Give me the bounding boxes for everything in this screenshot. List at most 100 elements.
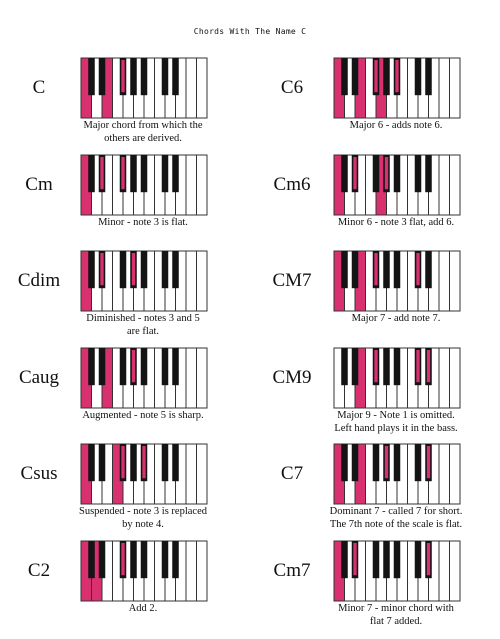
black-key <box>383 58 390 96</box>
white-key <box>196 540 208 602</box>
black-key <box>140 348 148 386</box>
piano-keyboard <box>80 540 208 602</box>
white-key <box>185 154 197 216</box>
black-key <box>351 444 359 482</box>
black-key <box>172 348 179 386</box>
black-key <box>393 251 401 289</box>
white-key <box>196 250 208 312</box>
black-key <box>341 541 348 579</box>
piano-keyboard <box>333 347 461 409</box>
black-key <box>98 541 106 579</box>
black-key <box>98 444 106 482</box>
black-key <box>393 348 401 386</box>
chord-name: CM9 <box>272 367 312 388</box>
white-key <box>438 540 450 602</box>
black-key <box>393 155 401 193</box>
black-key <box>414 58 422 96</box>
black-key <box>140 155 148 193</box>
black-key <box>98 155 106 193</box>
black-key <box>172 251 179 289</box>
black-key <box>414 348 422 386</box>
white-key <box>449 57 461 119</box>
chord-description: Minor 7 - minor chord with flat 7 added. <box>338 603 454 627</box>
white-key <box>196 443 208 505</box>
chord-name: CM7 <box>272 270 312 291</box>
black-key <box>425 58 432 96</box>
black-key <box>414 155 422 193</box>
piano-keyboard <box>80 57 208 119</box>
black-key <box>393 58 401 96</box>
black-key <box>372 155 380 193</box>
chord-name: C2 <box>27 560 51 581</box>
black-key <box>88 251 95 289</box>
black-key <box>119 444 127 482</box>
black-key <box>372 251 380 289</box>
black-key <box>341 348 348 386</box>
black-key <box>130 541 137 579</box>
black-key <box>383 444 390 482</box>
black-key <box>130 444 137 482</box>
black-key <box>341 444 348 482</box>
black-key <box>161 251 169 289</box>
black-key <box>161 58 169 96</box>
black-key <box>98 348 106 386</box>
black-key <box>88 541 95 579</box>
black-key <box>383 348 390 386</box>
black-key <box>119 58 127 96</box>
black-key <box>383 541 390 579</box>
black-key <box>341 251 348 289</box>
black-key <box>383 155 390 193</box>
black-key <box>140 58 148 96</box>
black-key <box>351 58 359 96</box>
white-key <box>449 250 461 312</box>
chord-name: Caug <box>18 367 60 388</box>
white-key <box>449 540 461 602</box>
black-key <box>393 444 401 482</box>
chord-name: Cdim <box>17 270 61 291</box>
black-key <box>372 348 380 386</box>
chord-name: Cm <box>25 174 53 195</box>
black-key <box>414 444 422 482</box>
black-key <box>161 155 169 193</box>
white-key <box>185 540 197 602</box>
black-key <box>98 251 106 289</box>
black-key <box>172 444 179 482</box>
chord-description: Diminished - notes 3 and 5 are flat. <box>86 313 200 337</box>
white-key <box>438 443 450 505</box>
chord-name: C6 <box>280 77 304 98</box>
piano-keyboard <box>80 347 208 409</box>
black-key <box>130 155 137 193</box>
chord-description: Major 9 - Note 1 is omitted. Left hand p… <box>334 410 458 434</box>
black-key <box>119 541 127 579</box>
black-key <box>372 58 380 96</box>
white-key <box>438 347 450 409</box>
chord-name: C7 <box>280 463 304 484</box>
black-key <box>88 155 95 193</box>
black-key <box>341 58 348 96</box>
chord-name: Cm6 <box>273 174 311 195</box>
black-key <box>161 444 169 482</box>
chord-description: Add 2. <box>128 603 158 614</box>
black-key <box>88 444 95 482</box>
black-key <box>119 155 127 193</box>
black-key <box>414 541 422 579</box>
chord-description: Augmented - note 5 is sharp. <box>82 410 204 421</box>
white-key <box>185 443 197 505</box>
black-key <box>172 58 179 96</box>
black-key <box>351 155 359 193</box>
black-key <box>425 155 432 193</box>
black-key <box>130 348 137 386</box>
chord-description: Minor 6 - note 3 flat, add 6. <box>337 217 455 228</box>
black-key <box>425 348 432 386</box>
chord-name: Cm7 <box>273 560 311 581</box>
piano-keyboard <box>333 540 461 602</box>
white-key <box>438 154 450 216</box>
black-key <box>119 348 127 386</box>
white-key <box>449 443 461 505</box>
black-key <box>161 541 169 579</box>
chord-description: Dominant 7 - called 7 for short. The 7th… <box>329 506 463 530</box>
piano-keyboard <box>333 443 461 505</box>
white-key <box>449 347 461 409</box>
chord-description: Major chord from which the others are de… <box>83 120 203 144</box>
white-key <box>438 57 450 119</box>
